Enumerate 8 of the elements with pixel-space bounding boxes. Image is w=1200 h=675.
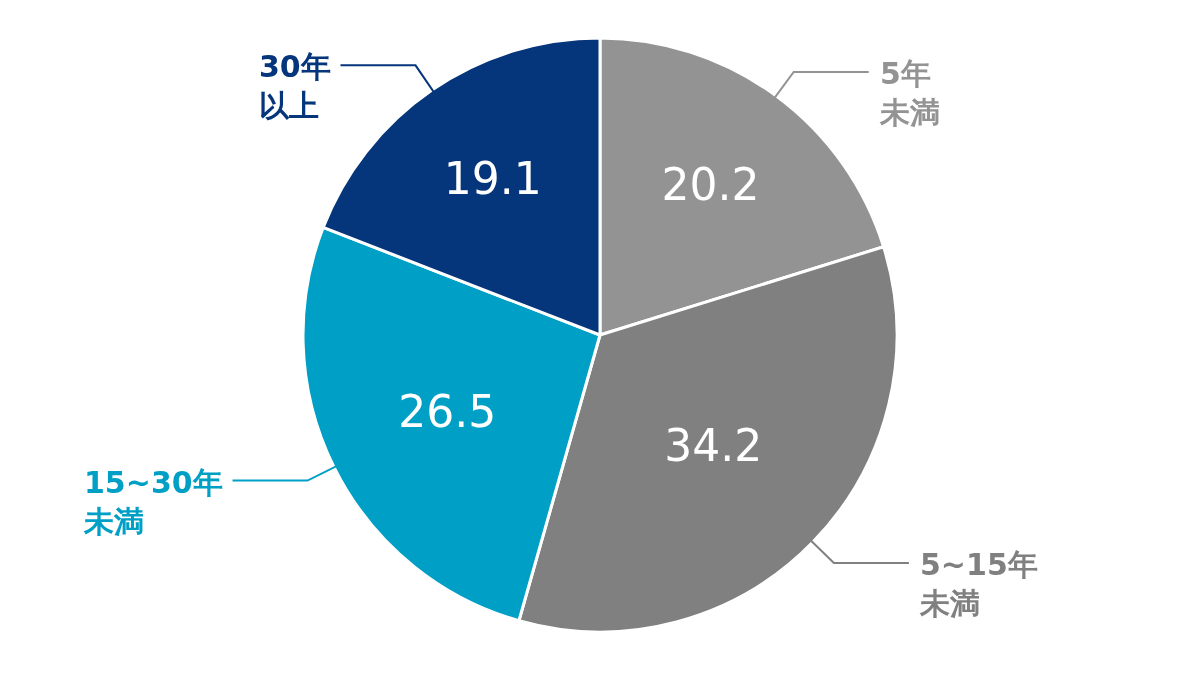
data-label: 34.2 xyxy=(664,419,763,471)
data-label: 26.5 xyxy=(398,385,497,437)
slice-label: 30年以上 xyxy=(259,49,331,123)
data-label: 19.1 xyxy=(443,152,542,204)
slice-label: 15~30年未満 xyxy=(83,465,223,539)
slice-label: 5年未満 xyxy=(879,56,940,130)
slice-label: 5~15年未満 xyxy=(919,547,1038,621)
data-label: 20.2 xyxy=(661,159,760,211)
